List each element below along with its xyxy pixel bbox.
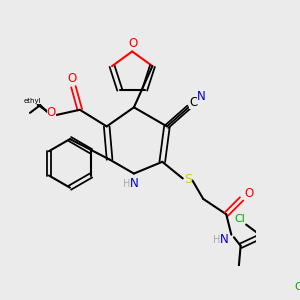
Text: O: O [244,187,254,200]
Text: C: C [189,96,197,109]
Text: ethyl: ethyl [24,98,41,104]
Text: N: N [220,233,229,246]
Text: S: S [184,173,192,186]
Text: O: O [68,72,77,85]
Text: Cl: Cl [294,282,300,292]
Text: O: O [128,37,137,50]
Text: N: N [130,177,138,190]
Text: Cl: Cl [234,214,245,224]
Text: H: H [213,235,220,245]
Text: H: H [123,179,130,189]
Text: O: O [46,106,56,119]
Text: N: N [197,91,206,103]
